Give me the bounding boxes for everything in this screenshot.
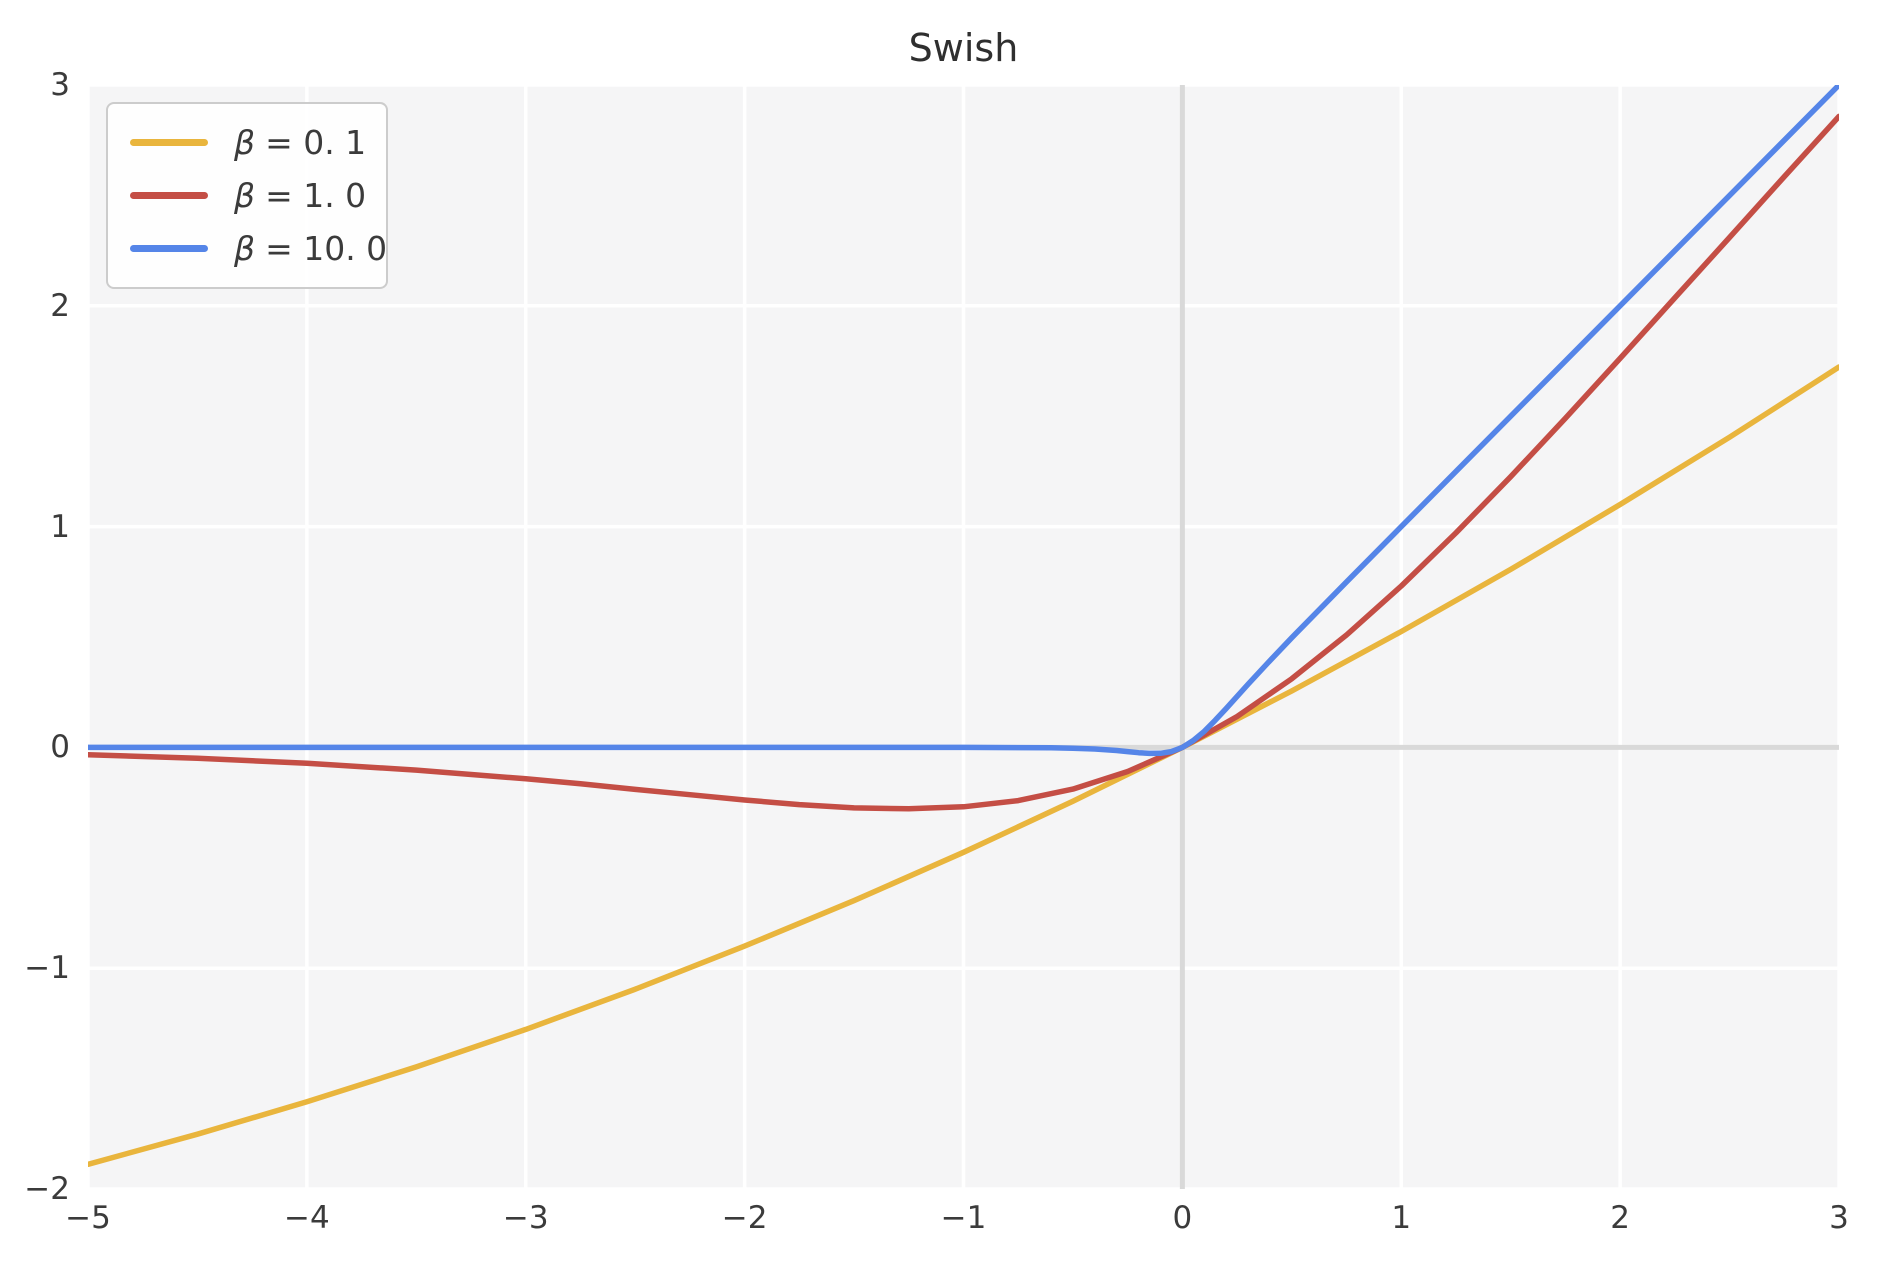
legend-label: β = 1. 0 (234, 176, 366, 215)
legend: β = 0. 1 β = 1. 0 β = 10. 0 (106, 102, 388, 289)
legend-item: β = 1. 0 (108, 169, 386, 222)
x-tick-label: 1 (1391, 1200, 1412, 1236)
x-tick-label: 2 (1610, 1200, 1630, 1236)
legend-label: β = 10. 0 (234, 229, 387, 268)
x-tick-label: 3 (1829, 1200, 1849, 1236)
y-tick-label: −2 (24, 1171, 70, 1207)
x-tick-label: −4 (284, 1200, 330, 1236)
legend-swatch-beta-0.1 (130, 139, 208, 146)
y-tick-label: 2 (50, 287, 70, 324)
beta-symbol: β (234, 229, 256, 268)
x-tick-label: −2 (721, 1200, 768, 1236)
legend-item: β = 10. 0 (108, 222, 387, 275)
legend-swatch-beta-10.0 (130, 245, 208, 252)
y-tick-label: −1 (24, 950, 70, 987)
legend-value: = 0. 1 (265, 123, 367, 162)
series-line-β=1.0 (88, 113, 1839, 812)
legend-value: = 1. 0 (265, 176, 367, 215)
series-line-β=0.1 (88, 364, 1839, 1168)
y-tick-label: 1 (50, 508, 70, 545)
beta-symbol: β (234, 176, 256, 215)
y-tick-label: 3 (50, 67, 70, 103)
x-tick-label: −1 (940, 1200, 987, 1236)
y-tick-label: 0 (50, 729, 70, 766)
x-tick-label: −5 (65, 1200, 111, 1236)
x-tick-label: 0 (1172, 1200, 1193, 1236)
legend-label: β = 0. 1 (234, 123, 366, 162)
x-tick-label: −3 (502, 1200, 549, 1236)
legend-swatch-beta-1.0 (130, 192, 208, 199)
legend-item: β = 0. 1 (108, 116, 386, 169)
legend-value: = 10. 0 (265, 229, 388, 268)
series-line-β=10.0 (88, 85, 1839, 757)
beta-symbol: β (234, 123, 256, 162)
chart-title: Swish (908, 26, 1019, 70)
